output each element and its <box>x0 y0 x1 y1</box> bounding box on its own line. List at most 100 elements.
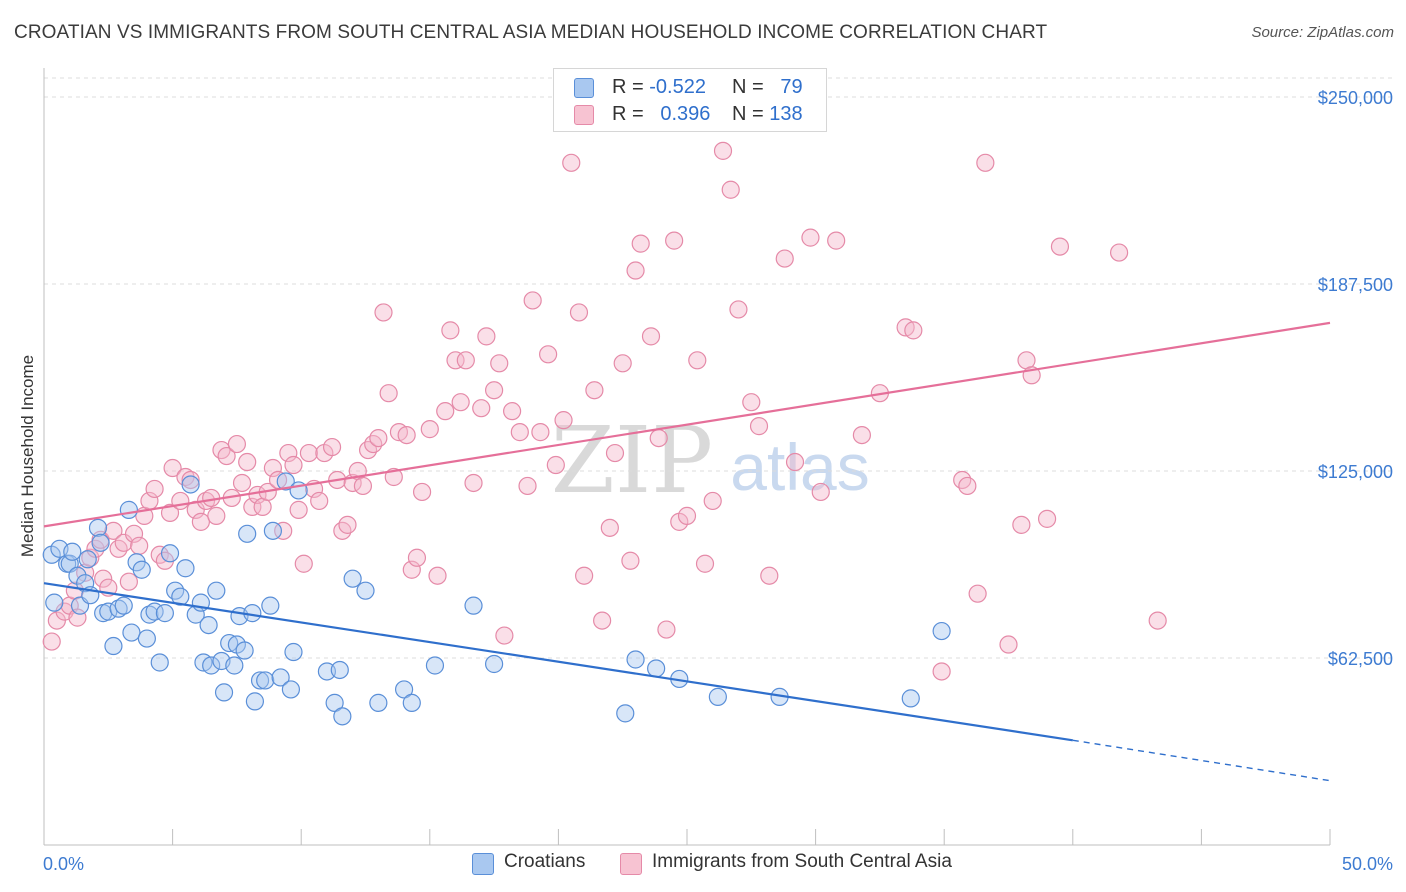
croatians-point <box>119 500 138 519</box>
y-tick-label: $125,000 <box>1318 462 1393 482</box>
croatians-point <box>214 683 234 702</box>
croatians-point <box>708 687 727 706</box>
immigrants-point <box>485 381 504 400</box>
immigrants-point <box>124 524 144 543</box>
immigrants-point <box>358 440 378 460</box>
immigrants-point <box>749 417 769 436</box>
immigrants-point <box>1037 509 1057 528</box>
legend-n-label: N = <box>732 103 764 125</box>
croatians-point <box>176 559 195 578</box>
croatians-point <box>281 680 301 699</box>
croatians-point <box>647 659 666 678</box>
immigrants-point <box>1012 515 1031 534</box>
legend-r-value: -0.522 <box>649 76 706 98</box>
immigrants-point <box>1148 611 1167 630</box>
croatians-point <box>464 596 483 615</box>
immigrants-point <box>294 554 313 573</box>
croatians-point <box>171 587 190 606</box>
immigrants-point <box>554 411 573 430</box>
immigrants-point <box>227 434 246 454</box>
croatians-point <box>402 693 421 712</box>
croatians-point <box>45 593 64 612</box>
legend-r-value: 0.396 <box>660 103 711 125</box>
croatians-point <box>932 621 951 641</box>
legend-swatch-immigrants <box>574 105 594 125</box>
immigrants-point <box>42 632 61 651</box>
immigrants-point <box>531 423 550 442</box>
immigrants-point <box>649 428 668 448</box>
croatians-point <box>485 654 504 674</box>
croatians-point <box>122 623 141 642</box>
immigrants-point <box>160 503 180 522</box>
bottom-legend-swatch-immigrants <box>620 853 642 875</box>
legend-n-value: 138 <box>769 103 803 125</box>
croatians-point <box>220 633 239 653</box>
croatians-point <box>109 599 128 618</box>
croatians-point <box>369 693 388 712</box>
immigrants-point <box>713 141 733 160</box>
immigrants-point <box>546 455 565 475</box>
immigrants-point <box>94 569 113 588</box>
immigrants-point <box>212 440 231 460</box>
legend-r-label: R = <box>612 103 644 125</box>
croatians-point <box>199 615 218 635</box>
croatians-point <box>626 650 645 669</box>
immigrants-point <box>729 300 748 319</box>
croatians-point <box>256 671 275 690</box>
immigrants-point <box>641 327 661 346</box>
croatians-point <box>160 544 180 563</box>
croatians-point <box>76 574 95 593</box>
x-tick-label-max: 50.0% <box>1342 854 1393 874</box>
y-tick-label: $250,000 <box>1318 88 1393 108</box>
croatians-point <box>88 518 108 537</box>
croatians-point <box>235 641 254 660</box>
croatians-point <box>132 560 151 579</box>
immigrants-point <box>436 402 455 421</box>
immigrants-point <box>217 446 236 466</box>
trend-lines <box>43 321 1331 782</box>
croatians-point <box>155 604 174 623</box>
immigrants-point <box>428 566 447 585</box>
croatians-point <box>245 692 265 711</box>
immigrants-point <box>446 351 465 370</box>
immigrants-point <box>374 303 393 322</box>
source-credit: Source: ZipAtlas.com <box>1251 24 1394 41</box>
immigrants-point <box>657 620 676 639</box>
immigrants-point <box>827 231 846 250</box>
croatians-point <box>263 521 283 540</box>
immigrants-trend-line <box>43 321 1331 528</box>
immigrants-point <box>785 452 805 472</box>
croatians-point <box>91 533 110 552</box>
immigrants-point <box>243 497 262 517</box>
legend-n-label: N = <box>732 76 764 98</box>
croatians-point <box>114 596 133 615</box>
immigrants-point <box>263 458 283 478</box>
immigrants-point <box>518 476 537 496</box>
x-tick-label-min: 0.0% <box>43 854 84 874</box>
croatians-point <box>284 642 303 662</box>
immigrants-point <box>279 443 298 463</box>
immigrants-point <box>932 662 951 681</box>
croatians-point <box>425 656 445 675</box>
immigrants-point <box>238 452 257 472</box>
immigrants-point <box>721 180 740 199</box>
immigrants-point <box>811 482 830 502</box>
croatians-point <box>68 566 87 585</box>
immigrants-point <box>999 635 1018 654</box>
immigrants-point <box>600 518 619 537</box>
immigrants-point <box>369 428 388 448</box>
croatians-point <box>140 605 159 624</box>
immigrants-point <box>477 327 496 346</box>
immigrants-point <box>523 291 542 310</box>
croatians-point <box>225 656 244 675</box>
croatians-point <box>276 472 295 491</box>
immigrants-point <box>976 153 995 172</box>
croatians-point <box>99 602 118 621</box>
immigrants-point <box>1050 237 1070 256</box>
bottom-legend-swatch-croatians <box>472 853 494 875</box>
croatians-point <box>356 581 375 600</box>
croatians-point <box>343 569 362 588</box>
legend-r-label: R = <box>612 76 644 98</box>
immigrants-point <box>605 443 625 463</box>
y-tick-label: $187,500 <box>1318 275 1393 295</box>
